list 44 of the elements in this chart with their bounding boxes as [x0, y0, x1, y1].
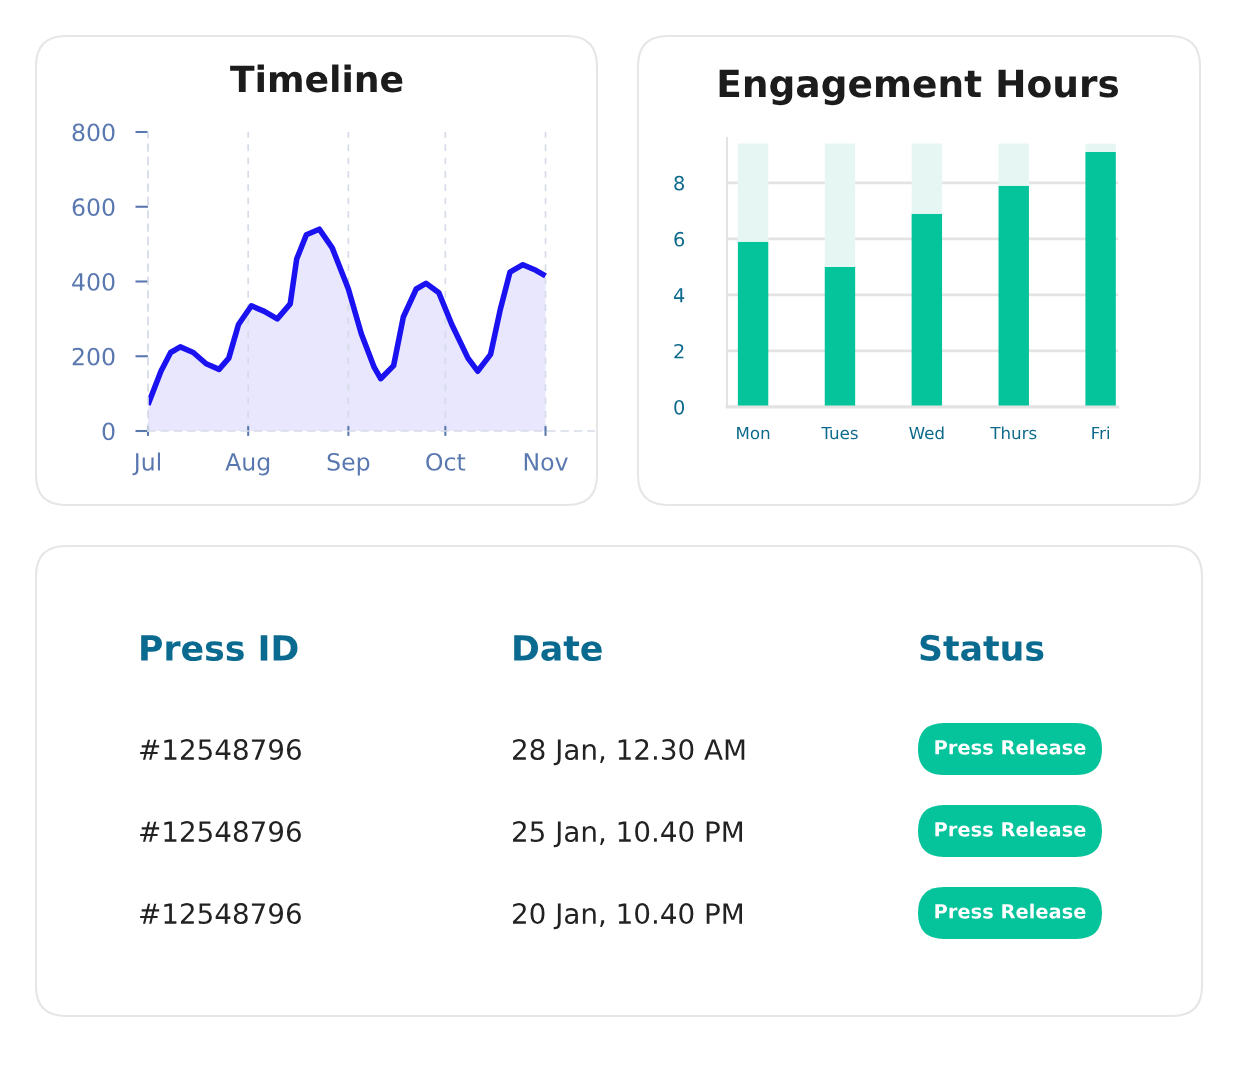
text: Press Release — [935, 739, 1086, 755]
x-tick-label: Nov — [524, 453, 568, 471]
bar — [824, 266, 856, 407]
bar — [998, 185, 1029, 407]
text: Status — [920, 634, 1044, 662]
text: Press Release — [935, 903, 1086, 919]
bar — [824, 143, 856, 267]
y-tick-label: 200 — [72, 347, 115, 366]
y-tick-label: 400 — [72, 272, 115, 291]
chart-title: Timeline — [230, 64, 403, 93]
bar — [911, 213, 943, 407]
bar — [737, 241, 769, 407]
text: #12548796 — [140, 821, 301, 843]
text: 28 Jan, 12.30 AM — [513, 739, 745, 766]
chart-title: Engagement Hours — [719, 69, 1119, 106]
y-tick-label: 4 — [673, 288, 685, 303]
x-tick-label: Fri — [1092, 426, 1109, 440]
x-tick-label: Thurs — [990, 426, 1037, 440]
text: 25 Jan, 10.40 PM — [513, 821, 743, 848]
x-tick-label: Wed — [909, 426, 944, 440]
x-tick-label: Tues — [821, 426, 858, 440]
y-tick-label: 6 — [674, 231, 685, 247]
x-tick-label: Mon — [737, 426, 770, 440]
y-tick-label: 8 — [674, 175, 684, 191]
bar — [737, 143, 769, 242]
y-tick-label: 600 — [72, 198, 115, 217]
text: Date — [514, 635, 602, 662]
y-tick-label: 0 — [102, 422, 115, 441]
x-tick-label: Sep — [327, 452, 370, 476]
x-tick-label: Aug — [225, 453, 270, 476]
bar — [1085, 152, 1116, 407]
x-tick-label: Jul — [132, 452, 161, 476]
text: Press Release — [935, 821, 1086, 837]
x-tick-label: Oct — [426, 452, 466, 471]
text: Press ID — [141, 635, 298, 662]
y-tick-label: 0 — [674, 399, 685, 415]
bar — [911, 143, 943, 214]
text: #12548796 — [140, 903, 301, 925]
bar — [998, 143, 1029, 186]
text: 20 Jan, 10.40 PM — [513, 903, 743, 930]
bar — [1085, 143, 1116, 153]
text: #12548796 — [140, 739, 301, 761]
y-tick-label: 2 — [674, 343, 684, 359]
y-tick-label: 800 — [72, 123, 115, 142]
